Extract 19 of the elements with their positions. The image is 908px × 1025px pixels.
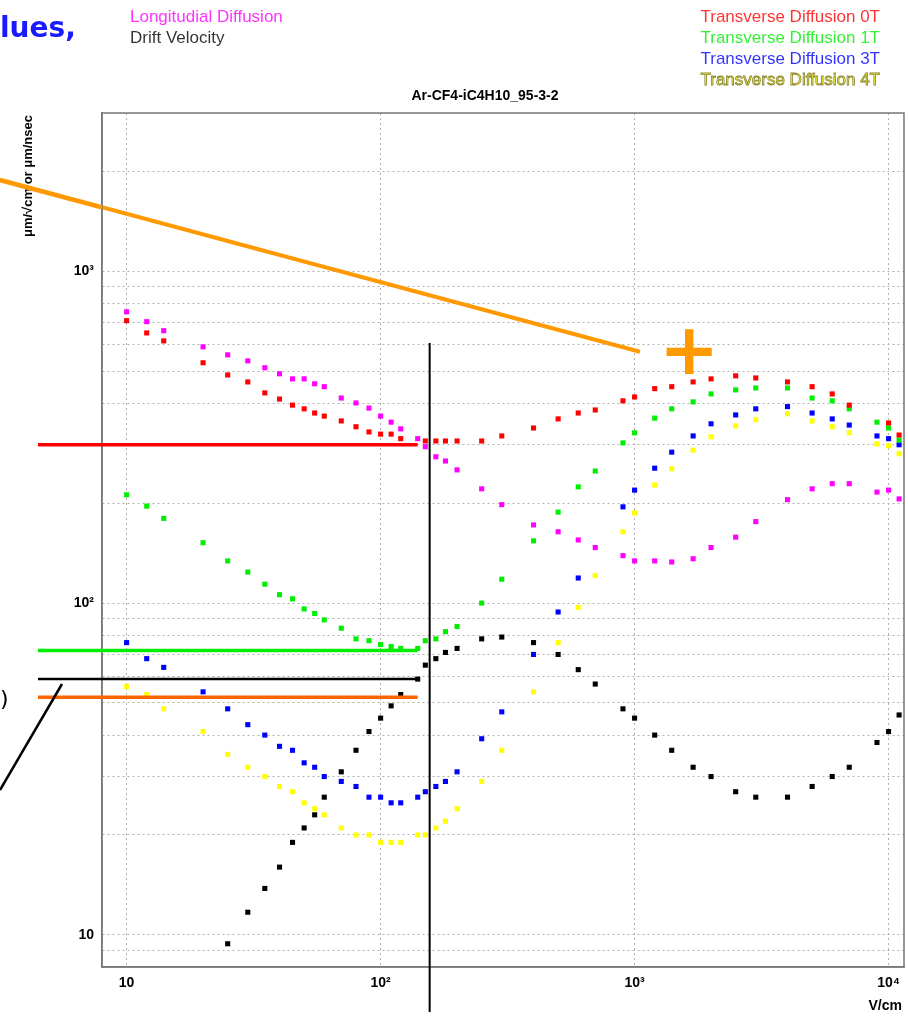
text: Transverse Diffusion 1T xyxy=(699,27,880,48)
y-tick-label: 10 xyxy=(78,925,95,942)
y-tick-label: 10² xyxy=(73,593,95,610)
text: lues, xyxy=(0,11,76,44)
y-axis-title: μm/√cm or μm/nsec xyxy=(19,115,35,238)
text: Transverse Diffusion 3T xyxy=(699,48,880,69)
y-tick-label: 10³ xyxy=(73,262,95,279)
text: Transverse Diffusion 0T xyxy=(699,6,880,27)
x-tick-label: 10 xyxy=(118,974,135,991)
x-tick-label: 10³ xyxy=(624,974,646,991)
x-tick-label: 10² xyxy=(370,974,392,991)
text: ) xyxy=(0,686,9,711)
text: Transverse Diffusion 4T xyxy=(699,69,880,90)
text: Longitudial Diffusion xyxy=(130,6,284,27)
x-tick-label: 10⁴ xyxy=(877,974,900,991)
chart-title: Ar-CF4-iC4H10_95-3-2 xyxy=(410,87,560,103)
x-axis-title: V/cm xyxy=(868,997,902,1013)
annotation: + xyxy=(659,307,720,391)
text: Drift Velocity xyxy=(130,27,226,48)
